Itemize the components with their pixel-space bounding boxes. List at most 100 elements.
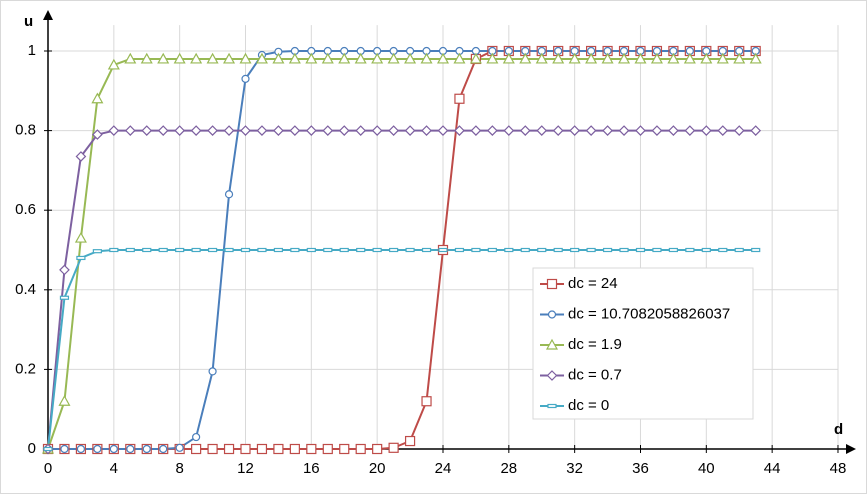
y-tick-label: 0.4: [15, 281, 36, 298]
marker: [537, 247, 547, 253]
marker: [421, 125, 432, 136]
marker: [305, 125, 317, 136]
marker: [387, 52, 400, 64]
marker: [487, 125, 498, 136]
marker: [60, 444, 69, 454]
x-tick-label: 48: [830, 460, 847, 477]
marker: [545, 338, 559, 350]
x-tick-label: 20: [369, 460, 386, 477]
marker: [223, 443, 235, 455]
marker: [223, 125, 235, 136]
marker: [91, 92, 104, 104]
x-axis-label: d: [834, 421, 843, 438]
marker: [58, 395, 71, 406]
marker: [273, 125, 284, 136]
marker: [59, 295, 70, 300]
marker: [223, 52, 236, 64]
marker: [652, 247, 662, 253]
marker: [504, 247, 514, 253]
marker: [586, 247, 596, 253]
axes: d u 0 4 8 12 16 20 24 28 32 36 40 44 4800.20.40.60.8…: [15, 10, 856, 477]
marker: [405, 247, 415, 253]
marker: [650, 52, 663, 64]
marker: [547, 310, 557, 319]
marker: [683, 52, 696, 64]
marker: [700, 125, 712, 136]
marker: [159, 444, 168, 454]
marker: [733, 52, 746, 64]
marker: [289, 443, 300, 455]
marker: [76, 255, 86, 261]
marker: [321, 52, 334, 64]
legend-label: dc = 10.7082058826037: [568, 305, 730, 322]
marker: [546, 370, 558, 381]
marker: [553, 247, 563, 253]
marker: [207, 125, 218, 136]
marker: [241, 74, 250, 83]
marker: [257, 247, 267, 253]
marker: [158, 247, 168, 253]
marker: [338, 125, 350, 136]
marker: [273, 443, 284, 455]
marker: [602, 125, 613, 136]
marker: [74, 231, 87, 243]
marker: [749, 52, 762, 64]
marker: [454, 247, 465, 253]
marker: [288, 52, 301, 64]
marker: [76, 444, 86, 454]
marker: [157, 125, 169, 136]
marker: [192, 432, 201, 442]
marker: [140, 52, 153, 64]
marker: [107, 58, 120, 70]
marker: [536, 125, 548, 136]
legend-box: [532, 267, 754, 420]
marker: [388, 442, 399, 453]
marker: [454, 93, 465, 104]
marker: [570, 247, 580, 253]
marker: [93, 444, 102, 454]
marker: [306, 247, 316, 253]
marker: [240, 125, 251, 136]
marker: [733, 125, 745, 136]
marker: [290, 247, 300, 253]
marker: [207, 247, 218, 253]
marker: [338, 52, 351, 64]
x-tick-label: 24: [435, 460, 452, 477]
marker: [356, 247, 366, 253]
marker: [421, 247, 432, 253]
marker: [470, 125, 482, 136]
marker: [438, 247, 448, 253]
marker: [224, 247, 234, 253]
legend-label: dc = 24: [568, 275, 618, 292]
marker: [437, 125, 449, 136]
marker: [619, 247, 629, 253]
marker: [569, 125, 581, 136]
marker: [750, 125, 762, 136]
x-tick-label: 36: [632, 460, 649, 477]
marker: [487, 247, 497, 253]
marker: [224, 190, 234, 199]
marker: [420, 52, 433, 64]
marker: [547, 403, 557, 409]
marker: [124, 52, 137, 64]
marker: [371, 125, 383, 136]
marker: [552, 125, 564, 136]
marker: [651, 125, 663, 136]
x-tick-label: 28: [500, 460, 517, 477]
marker: [684, 125, 696, 136]
marker: [618, 52, 631, 64]
marker: [436, 52, 450, 64]
marker: [585, 52, 598, 64]
legend: dc = 24 dc = 10.7082058826037 dc = 1.9 dc =…: [532, 267, 754, 420]
marker: [273, 247, 284, 253]
y-tick-label: 0.2: [15, 360, 36, 377]
marker: [191, 443, 202, 455]
marker: [546, 278, 558, 290]
legend-label: dc = 0.7: [568, 366, 622, 383]
marker: [667, 52, 680, 64]
marker: [124, 125, 136, 136]
marker: [355, 125, 367, 136]
y-tick-label: 0.6: [15, 201, 36, 218]
marker: [751, 247, 761, 253]
